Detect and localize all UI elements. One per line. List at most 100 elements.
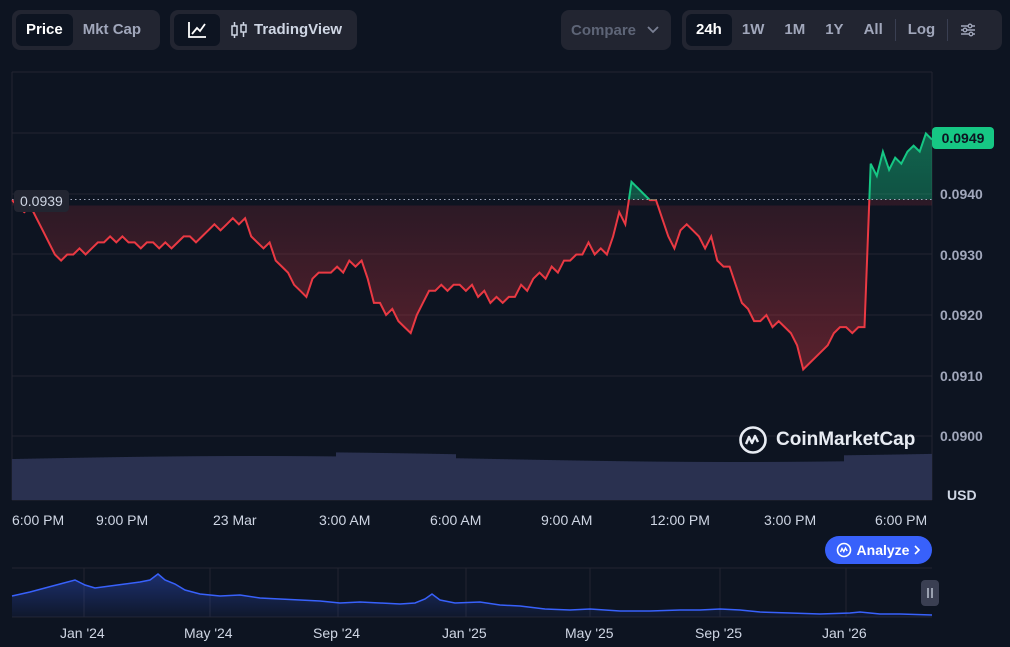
range-1w[interactable]: 1W	[741, 21, 765, 38]
volume-bar	[664, 461, 668, 500]
reference-price-label: 0.0939	[14, 190, 69, 212]
x-tick-label: 9:00 AM	[541, 512, 593, 528]
volume-bar	[696, 461, 700, 500]
volume-bar	[96, 457, 100, 500]
volume-bar	[584, 460, 588, 500]
volume-bar	[604, 460, 608, 500]
volume-bar	[316, 456, 320, 500]
volume-bar	[856, 455, 860, 500]
price-mktcap-toggle: Price Mkt Cap	[12, 10, 160, 50]
volume-bar	[748, 461, 752, 500]
volume-bar	[64, 458, 68, 500]
volume-bar	[104, 457, 108, 500]
analyze-button[interactable]: Analyze	[825, 536, 932, 564]
volume-bar	[728, 461, 732, 500]
current-price-label: 0.0949	[932, 127, 994, 149]
range-24h[interactable]: 24h	[686, 14, 732, 46]
range-1y[interactable]: 1Y	[825, 21, 844, 38]
volume-bar	[680, 461, 684, 500]
volume-bar	[432, 453, 436, 500]
volume-bar	[588, 460, 592, 500]
volume-bar	[436, 453, 440, 500]
volume-bar	[352, 452, 356, 500]
navigator-tick-label: Sep '24	[313, 625, 361, 641]
volume-bar	[228, 456, 232, 500]
volume-bar	[512, 459, 516, 500]
time-range-toggle: 24h 1W 1M 1Y All Log	[682, 10, 1002, 50]
volume-bar	[736, 461, 740, 500]
volume-bar	[136, 456, 140, 500]
volume-bar	[404, 453, 408, 500]
volume-bar	[308, 456, 312, 500]
volume-bar	[816, 461, 820, 500]
volume-bar	[144, 456, 148, 500]
navigator-tick-label: Jan '26	[822, 625, 867, 641]
volume-bar	[620, 461, 624, 500]
volume-bar	[892, 454, 896, 500]
compare-dropdown[interactable]: Compare	[561, 10, 671, 50]
volume-bar	[752, 461, 756, 500]
volume-bar	[68, 457, 72, 500]
divider	[947, 19, 949, 41]
volume-bar	[12, 459, 16, 500]
volume-bar	[660, 461, 664, 500]
volume-bar	[216, 456, 220, 500]
volume-bar	[408, 453, 412, 500]
volume-bar	[376, 452, 380, 500]
volume-bar	[312, 456, 316, 500]
volume-bar	[556, 460, 560, 500]
tab-price[interactable]: Price	[16, 14, 73, 46]
divider	[894, 19, 896, 41]
volume-bar	[624, 461, 628, 500]
volume-bar	[740, 461, 744, 500]
volume-bar	[244, 456, 248, 500]
volume-bar	[764, 461, 768, 500]
volume-bar	[776, 461, 780, 500]
volume-bar	[488, 458, 492, 500]
volume-bar	[560, 460, 564, 500]
volume-bar	[100, 457, 104, 500]
y-tick-label: 0.0900	[940, 428, 983, 444]
line-chart-button[interactable]	[174, 14, 220, 46]
volume-bar	[508, 459, 512, 500]
volume-bar	[576, 460, 580, 500]
volume-bar	[516, 459, 520, 500]
volume-bar	[224, 456, 228, 500]
volume-bar	[236, 456, 240, 500]
volume-bar	[284, 456, 288, 500]
volume-bar	[120, 457, 124, 500]
volume-bar	[652, 461, 656, 500]
log-scale-button[interactable]: Log	[907, 21, 936, 38]
volume-bar	[192, 456, 196, 500]
volume-bar	[704, 461, 708, 500]
tab-mkt-cap[interactable]: Mkt Cap	[82, 21, 142, 38]
volume-bar	[80, 457, 84, 500]
tradingview-button[interactable]: TradingView	[220, 14, 352, 46]
volume-bar	[396, 453, 400, 500]
volume-bar	[348, 452, 352, 500]
navigator[interactable]	[11, 567, 933, 618]
range-1m[interactable]: 1M	[784, 21, 806, 38]
volume-bar	[452, 454, 456, 500]
volume-bar	[500, 459, 504, 500]
volume-bar	[552, 460, 556, 500]
volume-bar	[484, 458, 488, 500]
volume-bar	[760, 461, 764, 500]
volume-bar	[364, 452, 368, 500]
candlestick-icon	[231, 22, 247, 38]
volume-bar	[380, 452, 384, 500]
volume-bar	[712, 461, 716, 500]
volume-bar	[268, 456, 272, 500]
chart-settings-button[interactable]	[950, 14, 986, 46]
volume-bar	[772, 461, 776, 500]
navigator-handle[interactable]	[921, 580, 939, 606]
volume-bar	[788, 461, 792, 500]
volume-bar	[464, 458, 468, 500]
range-all[interactable]: All	[863, 21, 883, 38]
pause-icon	[927, 588, 933, 598]
volume-bar	[544, 459, 548, 500]
volume-bar	[492, 458, 496, 500]
volume-bar	[168, 456, 172, 500]
volume-bar	[924, 453, 928, 500]
